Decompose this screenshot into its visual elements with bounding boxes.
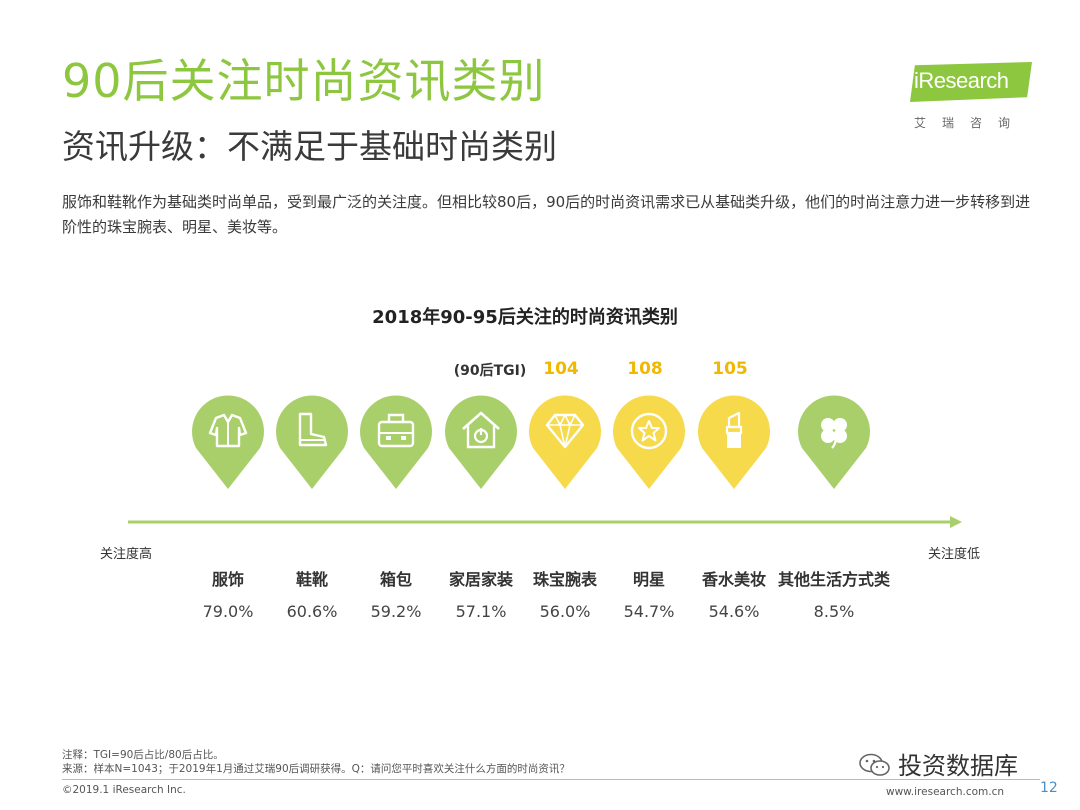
category-label: 香水美妆 [701, 570, 766, 589]
category-label: 家居家装 [449, 570, 513, 589]
category-label: 鞋靴 [296, 570, 328, 589]
tgi-label: (90后TGI) [453, 363, 527, 379]
page-subtitle: 资讯升级：不满足于基础时尚类别 [62, 127, 557, 166]
watermark: 投资数据库 [858, 746, 1018, 781]
value-label: 56.0% [540, 602, 591, 621]
footer-divider [62, 779, 1040, 780]
website-link[interactable]: www.iresearch.com.cn [886, 786, 1005, 798]
value-label: 59.2% [371, 602, 422, 621]
page-number: 12 [1040, 780, 1058, 796]
category-pin [613, 395, 685, 489]
star-icon [630, 412, 668, 450]
tgi-value: 104 [543, 359, 579, 379]
value-label: 60.6% [287, 602, 338, 621]
value-label: 79.0% [203, 602, 254, 621]
value-label: 54.7% [624, 602, 675, 621]
category-label: 箱包 [380, 570, 412, 589]
chart-title: 2018年90-95后关注的时尚资讯类别 [372, 307, 678, 328]
bag-icon [377, 413, 415, 448]
value-label: 57.1% [456, 602, 507, 621]
logo-cn-text: 艾瑞咨询 [914, 116, 1027, 130]
description-text: 服饰和鞋靴作为基础类时尚单品，受到最广泛的关注度。但相比较80后，90后的时尚资… [62, 193, 1031, 236]
category-label: 明星 [633, 570, 665, 589]
logo-badge [910, 62, 1032, 102]
axis-label-high: 关注度高 [100, 547, 153, 562]
category-label: 服饰 [212, 570, 244, 589]
category-pin [275, 395, 348, 489]
jacket-icon [208, 413, 248, 448]
value-label: 54.6% [709, 602, 760, 621]
source-note: 来源：样本N=1043；于2019年1月通过艾瑞90后调研获得。Q：请问您平时喜… [62, 763, 570, 775]
copyright: ©2019.1 iResearch Inc. [62, 784, 186, 796]
tgi-value: 108 [627, 359, 663, 379]
iresearch-logo: iResearch 艾瑞咨询 [908, 58, 1038, 138]
page-title: 90后关注时尚资讯类别 [62, 54, 546, 108]
category-pin [360, 395, 432, 489]
axis-arrowhead [950, 516, 962, 528]
category-label: 其他生活方式类 [778, 570, 891, 589]
category-label: 珠宝腕表 [533, 570, 598, 589]
lipstick-icon [725, 411, 743, 448]
diamond-icon [545, 413, 585, 449]
value-label: 8.5% [814, 602, 855, 621]
wechat-icon [859, 753, 890, 776]
category-pin [529, 395, 601, 489]
house-icon [462, 411, 500, 449]
axis-label-low: 关注度低 [928, 547, 981, 562]
tgi-value: 105 [712, 359, 748, 379]
category-pin [798, 395, 871, 489]
boot-icon [298, 412, 328, 447]
footnote: 注释：TGI=90后占比/80后占比。 [62, 749, 224, 761]
logo-text: iResearch [914, 68, 1009, 93]
clover-icon [821, 418, 847, 449]
watermark-text: 投资数据库 [898, 752, 1018, 780]
